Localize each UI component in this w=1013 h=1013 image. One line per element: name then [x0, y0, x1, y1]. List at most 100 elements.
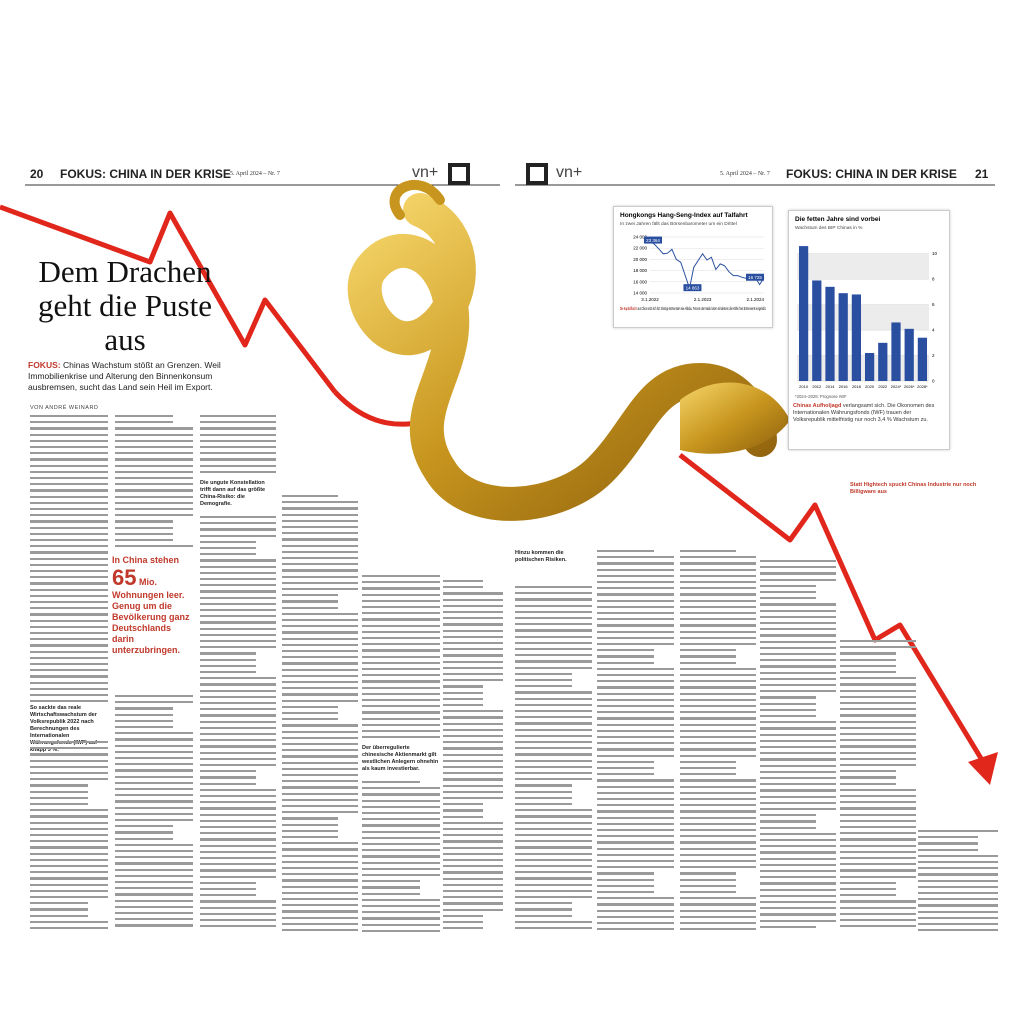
text-line [760, 560, 836, 563]
text-line [680, 581, 756, 584]
text-line [918, 904, 998, 907]
text-line [918, 916, 998, 919]
text-line [200, 596, 276, 599]
text-line [282, 786, 358, 789]
text-line [282, 581, 358, 584]
text-line [282, 526, 358, 529]
text-line [362, 867, 440, 870]
text-line [918, 848, 978, 851]
text-line [200, 584, 276, 587]
text-line [200, 857, 276, 860]
text-line [30, 896, 108, 899]
red-arrow [0, 204, 337, 394]
text-line [760, 913, 836, 916]
text-line [680, 686, 756, 689]
text-line [515, 778, 592, 781]
text-line [515, 927, 592, 930]
text-line [443, 691, 483, 694]
text-line [680, 760, 736, 763]
text-line [840, 689, 916, 692]
text-line [515, 852, 592, 855]
text-line [362, 849, 440, 852]
lead-text: Chinas Wachstum stößt an Grenzen. Weil I… [28, 360, 221, 392]
text-line [30, 759, 108, 762]
text-line [115, 800, 193, 803]
text-line [760, 764, 836, 767]
x-tick-label: 2010 [799, 384, 809, 389]
text-line [443, 747, 503, 750]
text-line [760, 684, 836, 687]
text-line [515, 765, 592, 768]
text-line [362, 624, 440, 627]
text-line [443, 642, 503, 645]
y-tick-label: 20 000 [633, 257, 647, 262]
y-tick-label: 18 000 [633, 268, 647, 273]
text-line [597, 698, 674, 701]
dragon-head [680, 382, 790, 454]
text-line [597, 562, 674, 565]
y-tick-label: 4 [932, 328, 935, 333]
text-line [30, 908, 88, 911]
dragon-body [347, 193, 777, 521]
text-line [840, 702, 916, 705]
text-line [282, 743, 358, 746]
text-line [115, 750, 193, 753]
text-line [918, 885, 998, 888]
text-line [597, 791, 674, 794]
text-line [680, 705, 756, 708]
text-line [115, 726, 173, 729]
text-line [515, 865, 592, 868]
text-line [840, 683, 916, 686]
text-line [443, 766, 503, 769]
text-line [115, 427, 193, 430]
qr-code [452, 167, 466, 181]
text-line [680, 723, 756, 726]
text-line [282, 736, 358, 739]
chart-title: Die fetten Jahre sind vorbei [795, 216, 880, 223]
text-line [282, 860, 358, 863]
text-line [680, 835, 756, 838]
text-line [918, 910, 998, 913]
text-line [282, 904, 358, 907]
text-line [200, 689, 276, 692]
text-line [200, 658, 256, 661]
value-label: 23 364 [646, 238, 660, 243]
text-line [443, 654, 503, 657]
text-line [282, 712, 338, 715]
text-line [597, 897, 674, 900]
value-label: 16 725 [748, 275, 762, 280]
text-line [30, 796, 88, 799]
text-line [200, 415, 276, 418]
text-line [443, 865, 503, 868]
text-line [282, 879, 358, 882]
text-line [30, 694, 108, 697]
text-line [597, 581, 674, 584]
text-line [597, 928, 674, 931]
text-line [30, 846, 108, 849]
grid-band [797, 253, 929, 280]
text-line [443, 790, 503, 793]
text-line [680, 767, 736, 770]
text-line [597, 649, 654, 652]
text-line [200, 609, 276, 612]
text-line [680, 748, 756, 751]
text-line [597, 829, 674, 832]
text-line [200, 677, 276, 680]
text-line [918, 929, 998, 932]
text-line [515, 747, 592, 750]
text-line [30, 877, 108, 880]
text-line [200, 528, 276, 531]
text-line [840, 875, 916, 878]
text-line [362, 830, 440, 833]
text-line [680, 773, 736, 776]
text-line [282, 550, 358, 553]
text-line [30, 421, 108, 424]
text-line [597, 922, 674, 925]
text-line [443, 890, 503, 893]
text-line [200, 621, 276, 624]
text-line [760, 857, 836, 860]
text-line [362, 812, 440, 815]
text-line [200, 559, 276, 562]
text-line [515, 784, 572, 787]
text-line [680, 550, 736, 553]
